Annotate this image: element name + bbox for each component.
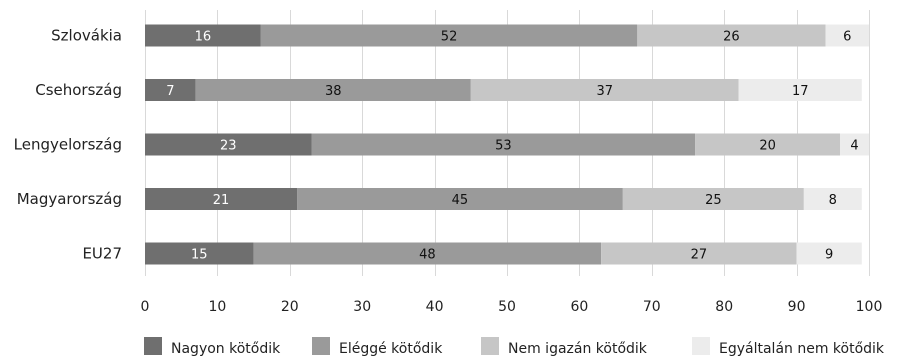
legend-swatch-nagyon-kotodik bbox=[144, 337, 162, 355]
x-tick-label-10: 10 bbox=[208, 299, 226, 315]
data-label-magyarorszag-nem-igazan-kotodik: 25 bbox=[705, 193, 722, 208]
data-label-lengyelorszag-egyaltalan-nem-kotodik: 4 bbox=[850, 139, 858, 154]
data-label-eu27-egyaltalan-nem-kotodik: 9 bbox=[825, 248, 833, 263]
x-tick-label-0: 0 bbox=[141, 299, 150, 315]
bar-csehorszag-egyaltalan-nem-kotodik bbox=[738, 79, 862, 101]
data-label-magyarorszag-egyaltalan-nem-kotodik: 8 bbox=[829, 193, 837, 208]
x-tick-label-30: 30 bbox=[353, 299, 371, 315]
data-label-lengyelorszag-nagyon-kotodik: 23 bbox=[220, 139, 237, 154]
data-label-lengyelorszag-elegge-kotodik: 53 bbox=[495, 139, 512, 154]
bar-csehorszag-nagyon-kotodik bbox=[145, 79, 196, 101]
x-tick-label-90: 90 bbox=[788, 299, 806, 315]
legend-label-elegge-kotodik: Eléggé kötődik bbox=[339, 341, 443, 356]
data-label-eu27-elegge-kotodik: 48 bbox=[419, 248, 436, 263]
category-label-csehorszag: Csehország bbox=[35, 81, 122, 99]
x-axis-ticks: 0 10 20 30 40 50 60 70 80 90 100 bbox=[141, 299, 883, 315]
category-label-eu27: EU27 bbox=[82, 245, 122, 263]
bar-magyarorszag-egyaltalan-nem-kotodik bbox=[803, 188, 862, 210]
legend: Nagyon kötődik Eléggé kötődik Nem igazán k… bbox=[144, 337, 885, 356]
category-label-magyarorszag: Magyarország bbox=[17, 190, 122, 208]
bar-szlovakia-nem-igazan-kotodik bbox=[637, 24, 826, 47]
bar-szlovakia-egyaltalan-nem-kotodik bbox=[825, 24, 869, 47]
data-label-szlovakia-egyaltalan-nem-kotodik: 6 bbox=[843, 30, 851, 45]
data-label-csehorszag-nagyon-kotodik: 7 bbox=[166, 84, 174, 99]
data-label-szlovakia-nagyon-kotodik: 16 bbox=[195, 30, 212, 45]
x-tick-label-60: 60 bbox=[570, 299, 588, 315]
x-tick-label-100: 100 bbox=[856, 299, 883, 315]
x-tick-label-70: 70 bbox=[643, 299, 661, 315]
bar-eu27-nagyon-kotodik bbox=[145, 242, 254, 265]
bar-lengyelorszag-nem-igazan-kotodik bbox=[695, 133, 841, 156]
bars-group: 16 52 26 6 7 38 37 17 23 53 20 4 21 45 25 8 15 48 27 9 bbox=[145, 24, 869, 265]
bar-szlovakia-elegge-kotodik bbox=[260, 24, 638, 47]
bar-magyarorszag-elegge-kotodik bbox=[297, 188, 623, 210]
legend-label-nem-igazan-kotodik: Nem igazán kötődik bbox=[508, 341, 648, 356]
bar-lengyelorszag-elegge-kotodik bbox=[311, 133, 696, 156]
data-label-csehorszag-nem-igazan-kotodik: 37 bbox=[596, 84, 613, 99]
x-tick-label-50: 50 bbox=[498, 299, 516, 315]
bar-magyarorszag-nem-igazan-kotodik bbox=[622, 188, 804, 210]
category-label-szlovakia: Szlovákia bbox=[51, 27, 122, 45]
legend-swatch-elegge-kotodik bbox=[312, 337, 330, 355]
bar-magyarorszag-nagyon-kotodik bbox=[145, 188, 298, 210]
legend-swatch-nem-igazan-kotodik bbox=[481, 337, 499, 355]
data-label-eu27-nagyon-kotodik: 15 bbox=[191, 248, 208, 263]
x-tick-label-80: 80 bbox=[715, 299, 733, 315]
bar-csehorszag-nem-igazan-kotodik bbox=[470, 79, 739, 101]
data-label-csehorszag-elegge-kotodik: 38 bbox=[325, 84, 342, 99]
category-label-lengyelorszag: Lengyelország bbox=[14, 136, 122, 154]
legend-label-egyaltalan-nem-kotodik: Egyáltalán nem kötődik bbox=[719, 341, 885, 356]
bar-csehorszag-elegge-kotodik bbox=[195, 79, 471, 101]
data-label-csehorszag-egyaltalan-nem-kotodik: 17 bbox=[792, 84, 809, 99]
bar-lengyelorszag-egyaltalan-nem-kotodik bbox=[840, 133, 869, 156]
bar-eu27-elegge-kotodik bbox=[253, 242, 602, 265]
bar-eu27-nem-igazan-kotodik bbox=[601, 242, 797, 265]
data-label-szlovakia-nem-igazan-kotodik: 26 bbox=[723, 30, 740, 45]
data-label-eu27-nem-igazan-kotodik: 27 bbox=[691, 248, 708, 263]
bar-lengyelorszag-nagyon-kotodik bbox=[145, 133, 312, 156]
data-label-magyarorszag-nagyon-kotodik: 21 bbox=[213, 193, 230, 208]
data-label-lengyelorszag-nem-igazan-kotodik: 20 bbox=[759, 139, 776, 154]
x-tick-label-20: 20 bbox=[281, 299, 299, 315]
bar-szlovakia-nagyon-kotodik bbox=[145, 24, 261, 47]
legend-label-nagyon-kotodik: Nagyon kötődik bbox=[171, 341, 281, 356]
data-label-magyarorszag-elegge-kotodik: 45 bbox=[452, 193, 469, 208]
x-tick-label-40: 40 bbox=[426, 299, 444, 315]
legend-swatch-egyaltalan-nem-kotodik bbox=[692, 337, 710, 355]
bar-eu27-egyaltalan-nem-kotodik bbox=[796, 242, 862, 265]
category-labels: Szlovákia Csehország Lengyelország Magyaror… bbox=[14, 27, 122, 263]
data-label-szlovakia-elegge-kotodik: 52 bbox=[441, 30, 458, 45]
